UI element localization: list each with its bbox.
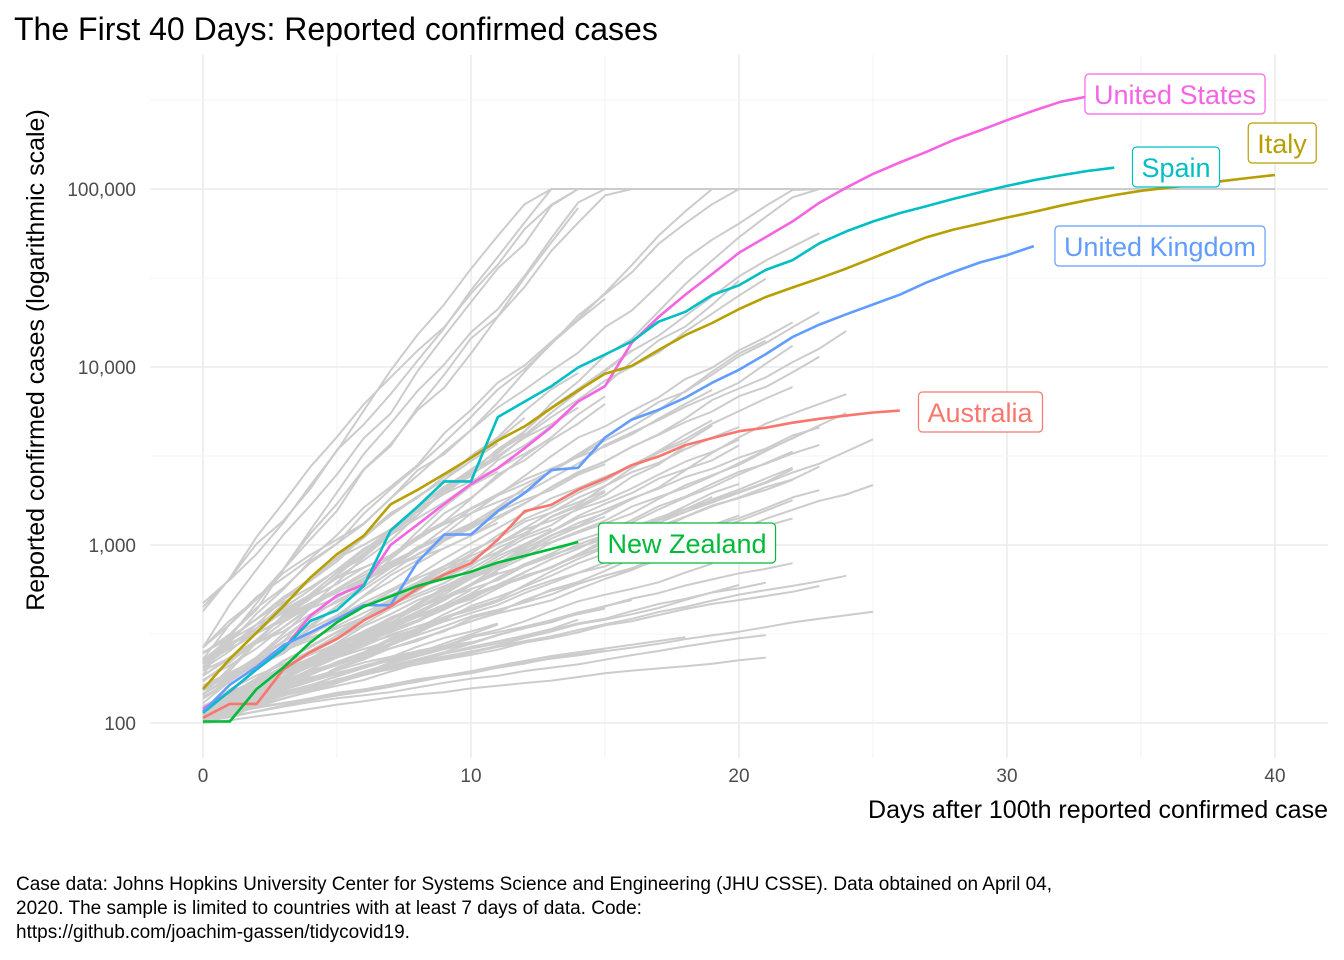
background-series-line (202, 562, 713, 721)
background-series-line (202, 188, 1088, 649)
background-series-line (202, 311, 820, 682)
background-series-line (202, 605, 606, 722)
background-series-line (202, 393, 847, 719)
background-series-line (202, 339, 767, 695)
x-tick-label: 0 (198, 766, 209, 787)
series-label-text: New Zealand (607, 529, 766, 559)
series-label-spain: Spain (1131, 146, 1221, 188)
series-line-italy (202, 173, 1276, 690)
y-tick-label: 100 (104, 714, 136, 735)
background-series-line (202, 438, 740, 687)
series-line-australia (202, 409, 900, 719)
series-label-text: Australia (927, 398, 1033, 428)
series-label-italy: Italy (1247, 122, 1317, 164)
x-tick-label: 10 (460, 766, 481, 787)
y-tick-label: 10,000 (78, 358, 136, 379)
x-tick-label: 40 (1264, 766, 1285, 787)
background-series-line (202, 372, 579, 655)
background-series-line (202, 207, 579, 676)
series-label-box (917, 391, 1044, 433)
series-label-box (1131, 146, 1221, 188)
series-label-box (1247, 122, 1317, 164)
background-series-line (202, 389, 713, 661)
series-label-united-kingdom: United Kingdom (1054, 225, 1266, 267)
highlighted-series (202, 95, 1276, 723)
x-tick-label: 20 (728, 766, 749, 787)
caption-line-2: 2020. The sample is limited to countries… (16, 898, 642, 919)
background-series-line (202, 656, 766, 724)
y-axis-title: Reported confirmed cases (logarithmic sc… (22, 109, 50, 611)
series-label-box (1054, 225, 1266, 267)
background-series-line (202, 386, 793, 710)
series-label-box (597, 522, 777, 564)
background-series-line (202, 515, 606, 713)
y-tick-label: 1,000 (88, 536, 136, 557)
background-series-line (202, 478, 793, 724)
series-line-spain (202, 166, 1115, 714)
y-axis-ticks: 100 1,000 10,000 100,000 (67, 180, 136, 735)
caption-line-1: Case data: Johns Hopkins University Cent… (16, 874, 1052, 895)
series-label-text: United Kingdom (1064, 232, 1256, 262)
background-series-line (202, 581, 767, 719)
background-series-line (202, 527, 552, 688)
series-line-new-zealand (203, 540, 579, 723)
background-series (202, 188, 1275, 724)
series-label-united-states: United States (1084, 73, 1266, 115)
y-tick-label: 100,000 (67, 180, 136, 201)
series-label-australia: Australia (917, 391, 1044, 433)
background-series-line (202, 634, 766, 722)
background-series-line (202, 355, 820, 672)
series-line-united-kingdom (202, 244, 1035, 713)
x-axis-title: Days after 100th reported confirmed case (868, 796, 1328, 824)
background-series-line (202, 636, 686, 717)
background-series-line (202, 426, 740, 689)
background-series-line (202, 188, 873, 649)
background-series-line (202, 424, 820, 717)
series-label-text: Italy (1257, 129, 1307, 159)
background-series-line (202, 589, 472, 717)
background-series-line (202, 574, 847, 719)
series-line-united-states (202, 95, 1088, 710)
x-axis-ticks: 0 10 20 30 40 (198, 766, 1286, 787)
background-series-line (202, 482, 740, 720)
series-label-text: Spain (1141, 153, 1210, 183)
x-tick-label: 30 (996, 766, 1017, 787)
caption-line-3: https://github.com/joachim-gassen/tidyco… (16, 922, 410, 943)
series-label-text: United States (1094, 80, 1256, 110)
series-label-box (1084, 73, 1266, 115)
background-series-line (202, 188, 605, 604)
series-label-new-zealand: New Zealand (597, 522, 777, 564)
background-series-line (202, 637, 472, 721)
chart-title: The First 40 Days: Reported confirmed ca… (14, 11, 658, 47)
